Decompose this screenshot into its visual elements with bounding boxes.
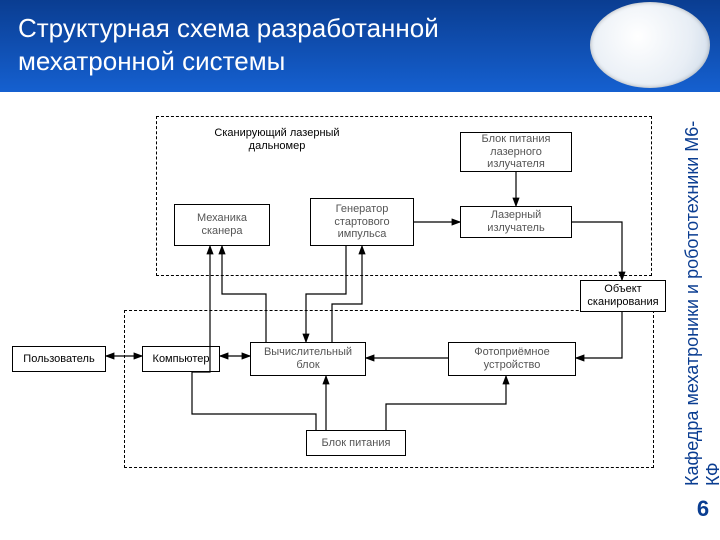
node-power: Блок питания	[306, 430, 406, 456]
node-object: Объект сканирования	[580, 280, 666, 312]
block-diagram: Сканирующий лазерный дальномер Блок пита…	[6, 98, 678, 508]
node-user: Пользователь	[12, 346, 106, 372]
node-computer: Компьютер	[142, 346, 220, 372]
slide-title: Структурная схема разработанной мехатрон…	[0, 0, 560, 77]
node-laser-emit: Лазерный излучатель	[460, 206, 572, 238]
sidebar-dept-text: Кафедра мехатроники и робототехники М6-К…	[682, 106, 720, 486]
node-pulse-gen: Генератор стартового импульса	[310, 198, 414, 246]
header-logo	[590, 2, 710, 88]
slide-header: Структурная схема разработанной мехатрон…	[0, 0, 720, 92]
node-photo: Фотоприёмное устройство	[448, 342, 576, 376]
node-mech-scanner: Механика сканера	[174, 204, 270, 246]
slide-number: 6	[697, 492, 709, 526]
sidebar: Кафедра мехатроники и робототехники М6-К…	[686, 92, 720, 540]
node-compute-block: Вычислительный блок	[250, 342, 366, 376]
label-scanner: Сканирующий лазерный дальномер	[202, 126, 352, 154]
node-power-laser: Блок питания лазерного излучателя	[460, 132, 572, 172]
